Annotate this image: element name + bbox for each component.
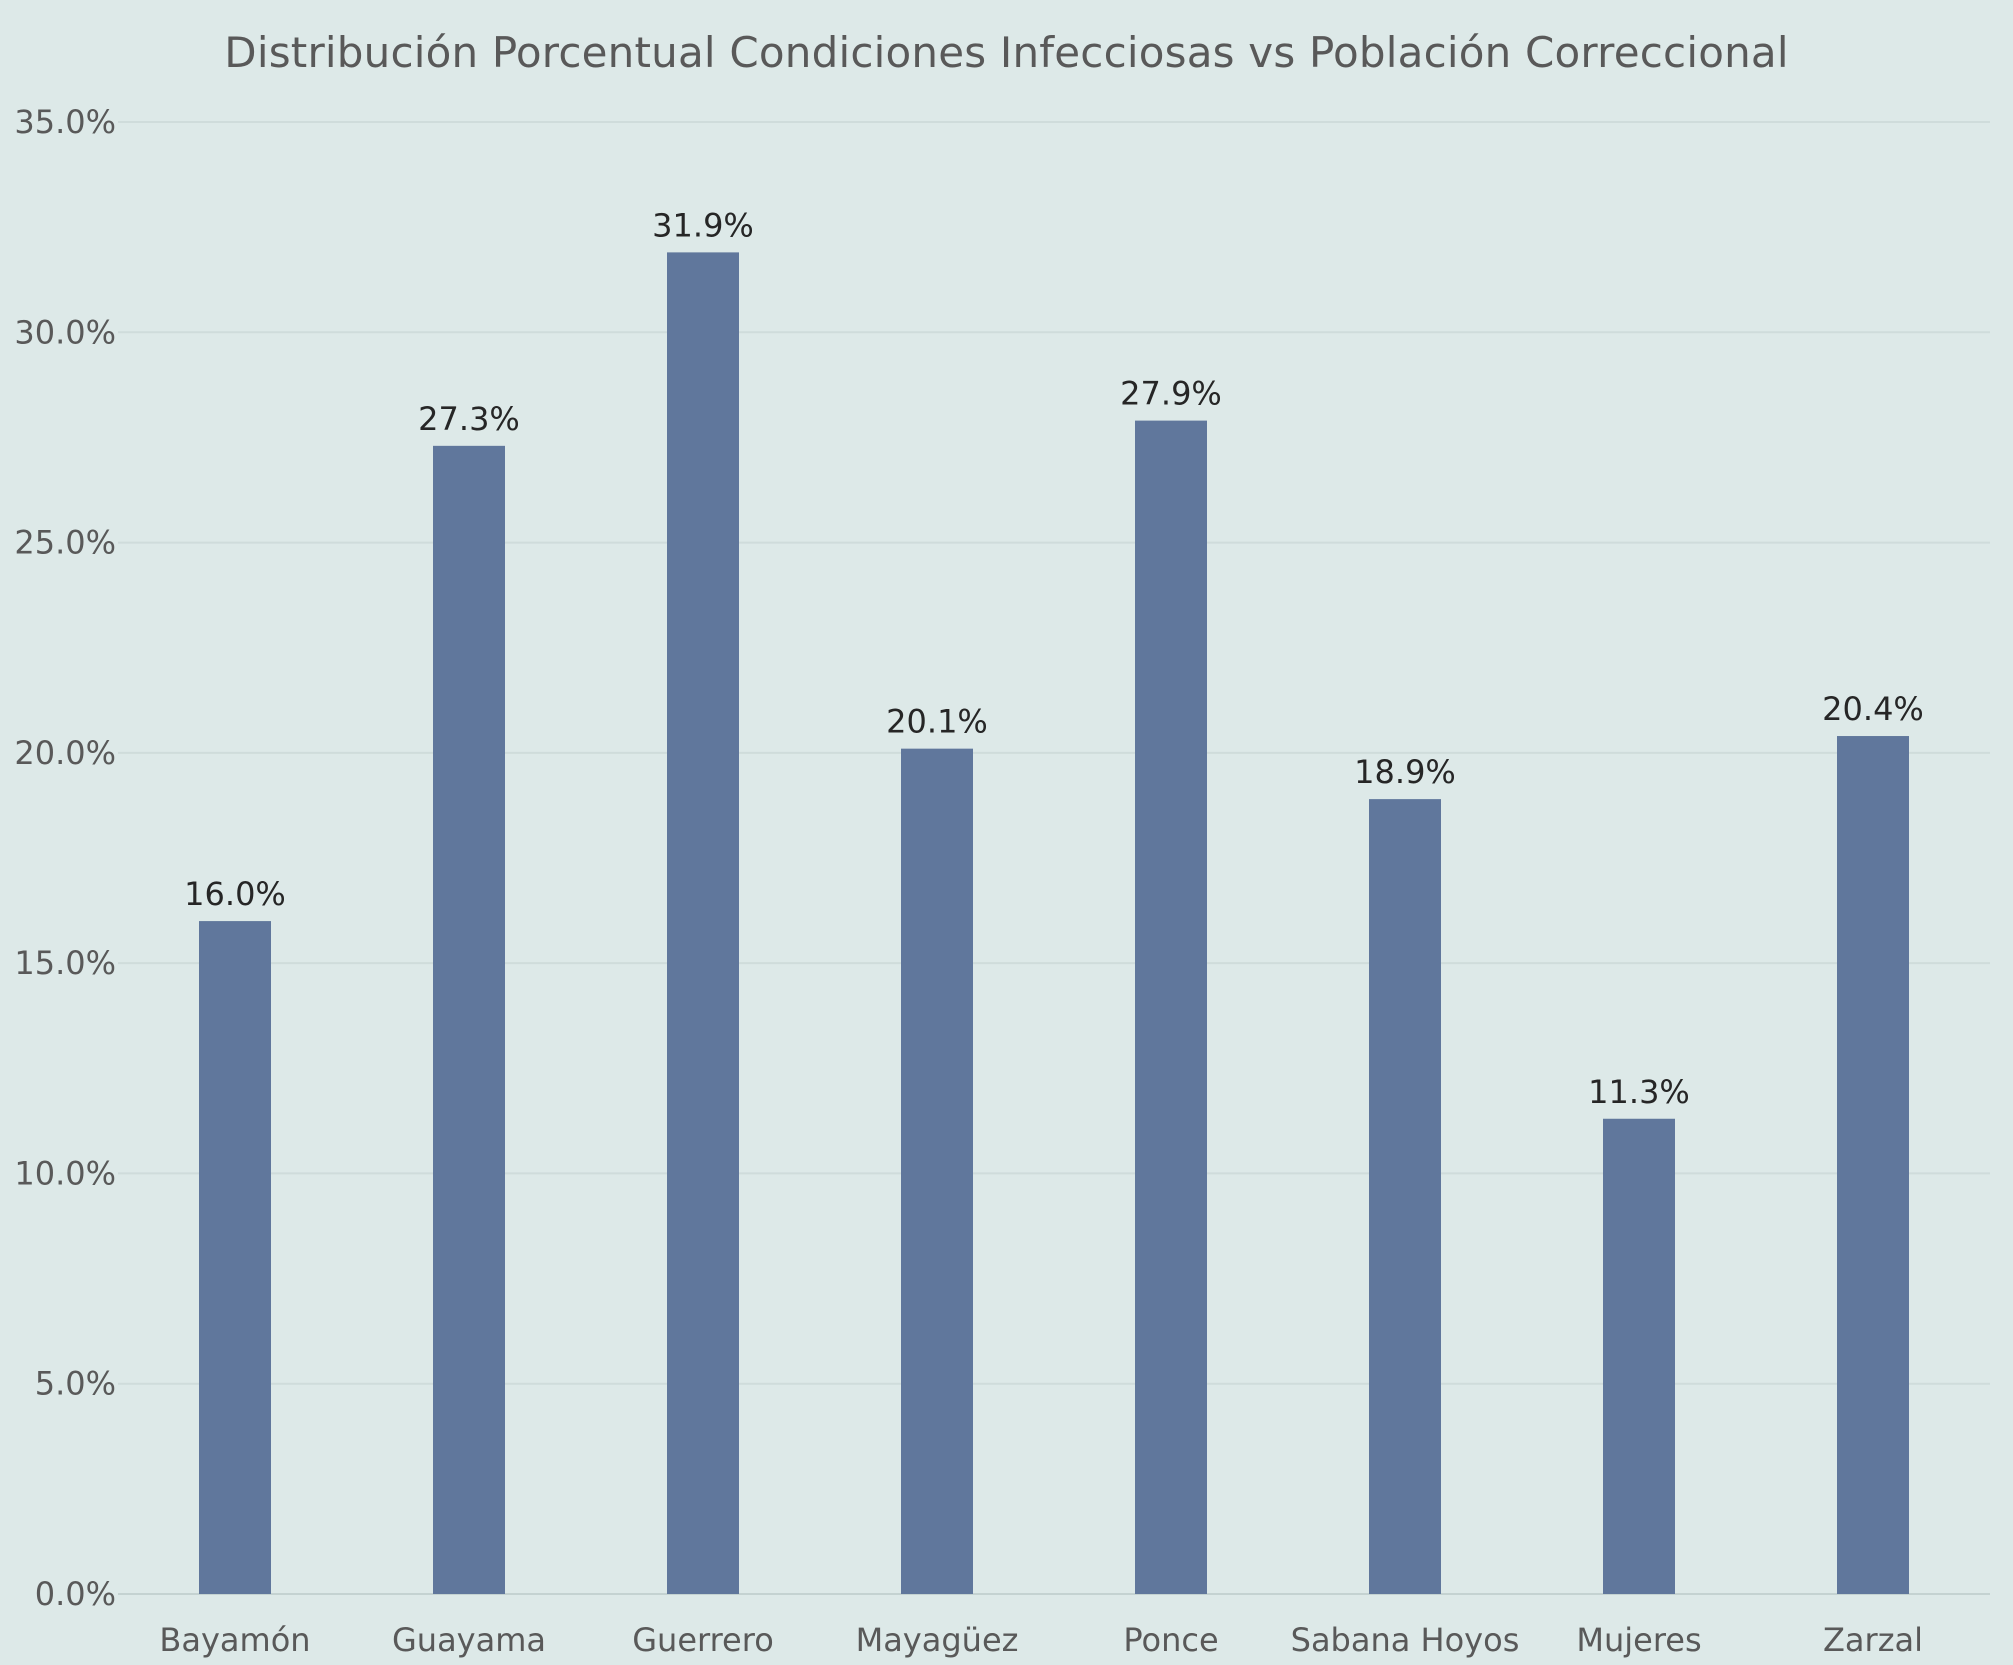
- data-label: 20.1%: [886, 703, 988, 741]
- y-tick-label: 35.0%: [14, 103, 116, 141]
- y-tick-label: 25.0%: [14, 524, 116, 562]
- y-tick-label: 10.0%: [14, 1154, 116, 1192]
- data-label: 20.4%: [1822, 690, 1924, 728]
- bar: [1135, 420, 1207, 1594]
- bar: [1603, 1118, 1675, 1594]
- y-tick-label: 5.0%: [35, 1365, 116, 1403]
- x-tick-label: Ponce: [1123, 1621, 1218, 1659]
- data-label: 27.3%: [418, 400, 520, 438]
- bar: [1369, 799, 1441, 1594]
- x-tick-label: Mayagüez: [856, 1621, 1019, 1659]
- y-tick-label: 0.0%: [35, 1575, 116, 1613]
- data-label: 18.9%: [1354, 753, 1456, 791]
- chart-title: Distribución Porcentual Condiciones Infe…: [224, 28, 1789, 77]
- data-label: 16.0%: [184, 875, 286, 913]
- y-tick-label: 30.0%: [14, 313, 116, 351]
- x-tick-label: Bayamón: [159, 1621, 310, 1659]
- x-tick-label: Sabana Hoyos: [1291, 1621, 1520, 1659]
- bar: [199, 921, 271, 1594]
- x-tick-label: Guayama: [392, 1621, 546, 1659]
- data-label: 11.3%: [1588, 1073, 1690, 1111]
- x-tick-label: Zarzal: [1823, 1621, 1923, 1659]
- y-tick-label: 15.0%: [14, 944, 116, 982]
- data-label: 31.9%: [652, 206, 754, 244]
- x-tick-label: Mujeres: [1576, 1621, 1701, 1659]
- y-tick-label: 20.0%: [14, 734, 116, 772]
- bar: [1837, 736, 1909, 1594]
- bar: [667, 252, 739, 1594]
- data-label: 27.9%: [1120, 375, 1222, 413]
- x-tick-label: Guerrero: [632, 1621, 774, 1659]
- bar: [901, 748, 973, 1594]
- bar: [433, 445, 505, 1595]
